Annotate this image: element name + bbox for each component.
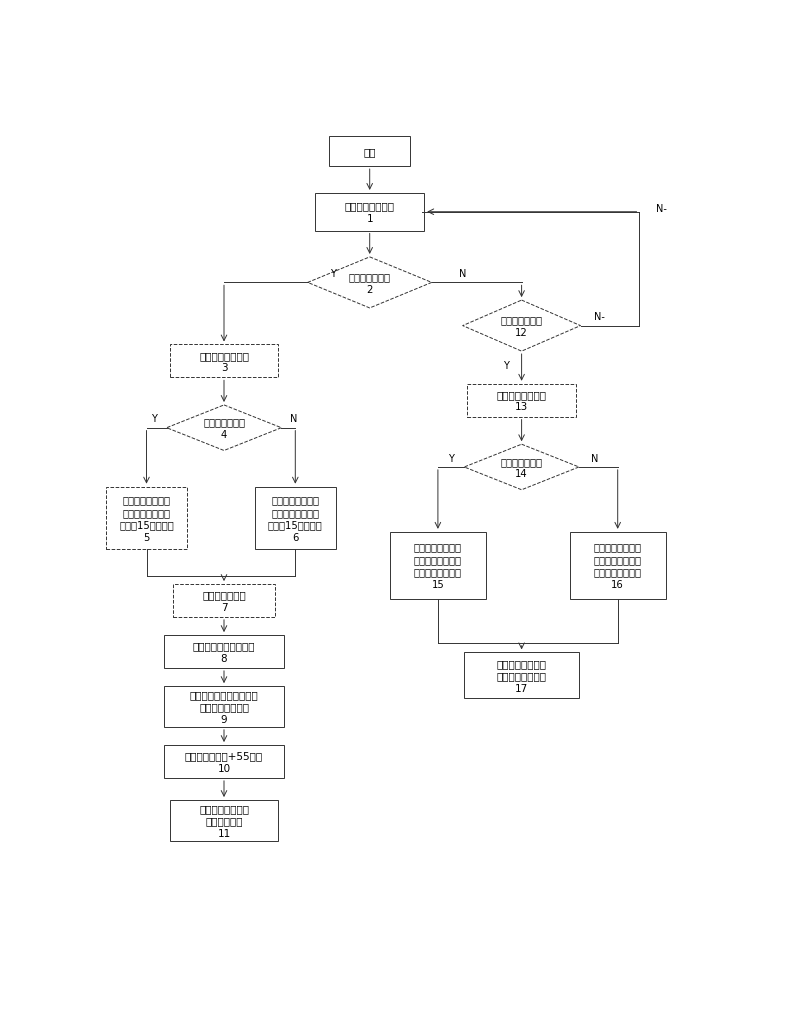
Bar (106, 487, 187, 550)
Text: 向信号处理发送自
检完成状态字
11: 向信号处理发送自 检完成状态字 11 (199, 803, 249, 838)
Text: 采集光电开关信号
13: 采集光电开关信号 13 (497, 389, 546, 412)
Bar (464, 653, 579, 698)
Text: 自检校正指令？
2: 自检校正指令？ 2 (349, 272, 390, 294)
Text: 控制负载运行至+55度处
10: 控制负载运行至+55度处 10 (185, 751, 263, 773)
Text: 向电机驱动器发送
指令程序，向负方
向运行15度后停止
5: 向电机驱动器发送 指令程序，向负方 向运行15度后停止 5 (119, 495, 174, 542)
Bar (170, 800, 278, 841)
Text: 负载在正方向？
4: 负载在正方向？ 4 (203, 417, 245, 439)
Text: 向电机驱动器发送指令信
号使负载回到零位
9: 向电机驱动器发送指令信 号使负载回到零位 9 (190, 690, 258, 725)
Bar (163, 636, 285, 668)
Text: 向电机驱动器发送
指令程序，向正方
向运行15度后停止
6: 向电机驱动器发送 指令程序，向正方 向运行15度后停止 6 (268, 495, 322, 542)
Text: 计算当前负载绝对位置
8: 计算当前负载绝对位置 8 (193, 641, 255, 663)
Bar (315, 194, 424, 231)
Bar (330, 138, 410, 167)
Text: 采集光电开关信号
3: 采集光电开关信号 3 (199, 351, 249, 373)
Bar (390, 532, 486, 599)
Text: Y: Y (448, 453, 454, 463)
Text: Y: Y (503, 361, 509, 371)
Text: N: N (459, 269, 466, 279)
Bar (173, 585, 275, 618)
Text: 负载在正方向？
14: 负载在正方向？ 14 (501, 457, 542, 479)
Bar (255, 487, 336, 550)
Bar (170, 345, 278, 378)
Text: 工作扫描指令？
12: 工作扫描指令？ 12 (501, 315, 542, 337)
Bar (163, 687, 285, 728)
Text: N-: N- (656, 204, 666, 214)
Text: Y: Y (151, 414, 157, 424)
Text: 向信号处理发送本
次打描完成状态字
17: 向信号处理发送本 次打描完成状态字 17 (497, 658, 546, 693)
Text: 采集光栅尺信号
7: 采集光栅尺信号 7 (202, 590, 246, 612)
Bar (163, 745, 285, 779)
Text: 开始: 开始 (363, 147, 376, 157)
Text: N: N (590, 453, 598, 463)
Text: 接收信号处理指令
1: 接收信号处理指令 1 (345, 202, 394, 224)
Bar (570, 532, 666, 599)
Bar (467, 384, 576, 418)
Text: Y: Y (330, 269, 335, 279)
Text: 向电机驱动器发送
指令程序使负载向
正方向按此线运行
16: 向电机驱动器发送 指令程序使负载向 正方向按此线运行 16 (594, 542, 642, 589)
Text: 向电机驱动器发送
指令程序使负载向
负方向按曲线运行
15: 向电机驱动器发送 指令程序使负载向 负方向按曲线运行 15 (414, 542, 462, 589)
Text: N: N (290, 414, 298, 424)
Text: N-: N- (594, 312, 605, 322)
